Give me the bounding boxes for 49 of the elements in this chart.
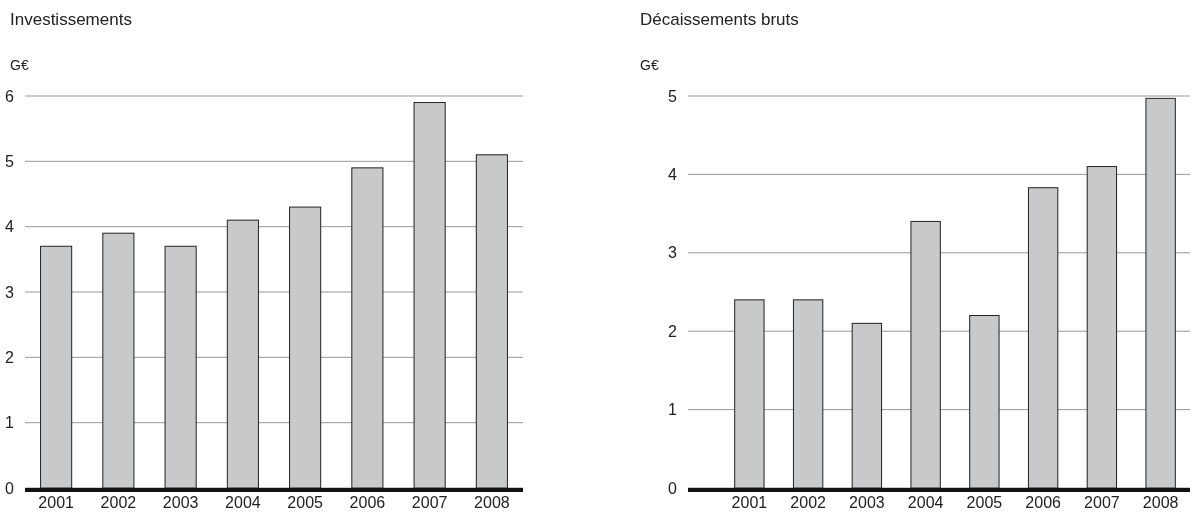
bar [40,245,73,489]
y-tick-label: 2 [668,322,678,340]
bar [413,102,446,489]
y-tick-label: 3 [668,244,678,262]
y-tick-label: 5 [668,87,678,105]
bar [102,232,135,489]
x-tick-label: 2006 [1025,493,1062,511]
bar [164,245,197,489]
y-tick-label: 1 [668,401,678,419]
bar [1086,166,1118,489]
bar [734,299,765,489]
x-tick-label: 2004 [907,493,944,511]
x-tick-label: 2005 [966,493,1003,511]
y-axis-title: G€ [640,57,659,73]
y-tick-label: 0 [5,479,15,497]
bar [792,299,824,489]
y-tick-label: 6 [5,87,15,105]
bar [226,219,259,489]
bar [910,220,941,489]
bar [851,322,883,489]
x-tick-label: 2007 [1084,493,1120,511]
x-tick-label: 2004 [225,493,261,511]
y-tick-label: 2 [5,348,15,366]
x-tick-label: 2008 [1142,493,1179,511]
bar [351,167,384,489]
bar [969,315,1000,489]
bar [475,154,508,489]
y-tick-label: 0 [668,479,678,497]
y-tick-label: 4 [5,218,15,236]
bar [1145,97,1176,489]
bar [1027,187,1059,489]
x-tick-label: 2001 [38,493,75,511]
chart-title: Investissements [10,10,132,29]
x-tick-label: 2008 [474,493,510,511]
x-tick-label: 2001 [731,493,768,511]
y-tick-label: 4 [668,166,678,184]
chart-title: Décaissements bruts [640,10,799,29]
x-tick-label: 2003 [162,493,199,511]
x-tick-label: 2006 [349,493,386,511]
x-tick-label: 2003 [849,493,885,511]
y-tick-label: 1 [5,414,15,432]
y-axis-title: G€ [10,57,29,73]
bar [289,206,322,489]
y-tick-label: 5 [5,152,15,170]
x-tick-label: 2005 [287,493,324,511]
x-tick-label: 2007 [411,493,448,511]
x-tick-label: 2002 [790,493,827,511]
y-tick-label: 3 [5,283,15,301]
x-tick-label: 2002 [100,493,137,511]
